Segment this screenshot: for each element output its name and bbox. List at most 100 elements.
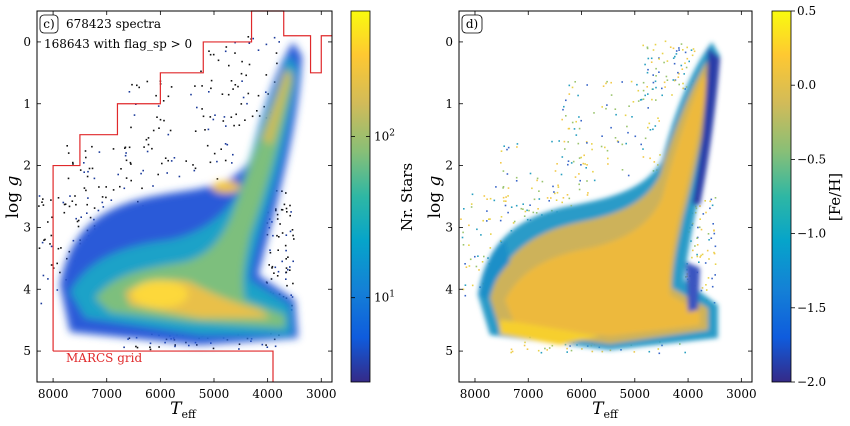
scatter-point [482,219,484,222]
scatter-point [601,350,604,353]
panel-c-x-ticks: 8000 7000 6000 5000 4000 3000 [38,11,337,401]
scatter-point [201,85,203,87]
scatter-point [86,175,89,178]
scatter-point [714,197,717,199]
scatter-point [291,296,294,298]
scatter-point [212,118,215,121]
scatter-point [507,146,510,149]
scatter-point [174,345,176,348]
scatter-point [202,115,205,118]
scatter-point [499,240,502,242]
scatter-point [652,128,654,131]
scatter-point [647,68,649,71]
scatter-point [586,142,588,144]
scatter-point [56,262,58,265]
scatter-point [553,191,555,193]
scatter-point [142,169,144,172]
c-upper-giant-ridge [262,70,292,145]
scatter-point [690,49,693,51]
scatter-point [276,62,278,65]
colorbar-tick-label: −0.5 [797,152,826,166]
marcs-grid-boundary [52,10,332,352]
scatter-point [464,294,467,297]
scatter-point [285,234,288,236]
scatter-point [655,75,657,77]
scatter-point [688,60,690,63]
scatter-point [671,94,673,96]
scatter-point [580,119,582,122]
scatter-point [238,343,241,345]
scatter-point [461,236,464,239]
scatter-point [661,94,663,97]
scatter-point [675,53,678,55]
scatter-point [699,218,701,220]
scatter-point [281,190,283,192]
scatter-point [273,272,275,274]
scatter-point [538,198,541,200]
scatter-point [533,198,536,201]
scatter-point [646,71,649,74]
d-metal-poor-cool-edge [686,262,700,312]
x-tick-label: 7000 [91,387,122,401]
scatter-point [66,257,68,260]
scatter-point [552,185,554,188]
scatter-point [562,197,565,199]
scatter-point [644,137,647,140]
scatter-point [507,195,509,197]
scatter-point [269,251,272,254]
scatter-point [711,277,713,280]
scatter-point [462,231,464,234]
scatter-point [502,196,505,199]
scatter-point [495,186,497,188]
scatter-point [50,264,53,266]
scatter-point [50,234,53,237]
scatter-point [657,164,659,166]
d-metal-rich-band [500,320,600,345]
scatter-point [696,237,698,239]
scatter-point [657,117,659,119]
scatter-point [500,216,503,218]
scatter-point [83,187,86,189]
scatter-point [63,211,66,214]
scatter-point [276,275,279,277]
scatter-point [274,345,277,348]
scatter-point [110,199,113,201]
scatter-point [238,124,241,126]
scatter-point [489,197,492,200]
scatter-point [263,105,265,108]
scatter-point [546,349,548,351]
panel-d-label-box [461,14,483,34]
scatter-point [257,49,260,51]
scatter-point [713,232,716,235]
scatter-point [286,284,288,287]
scatter-point [155,94,157,97]
scatter-point [201,108,203,110]
scatter-point [93,207,96,209]
scatter-point [217,59,220,62]
scatter-point [516,143,519,145]
colorbar-tick-label: 0.5 [797,4,816,18]
scatter-point [77,225,80,228]
scatter-point [584,163,586,165]
scatter-point [478,269,480,271]
scatter-point [696,244,699,246]
scatter-point [169,129,172,132]
scatter-point [564,343,567,346]
scatter-point [214,114,216,116]
scatter-point [500,150,503,152]
scatter-point [551,344,554,347]
scatter-point [226,143,229,146]
scatter-point [661,52,664,55]
scatter-point [41,201,43,203]
scatter-point [523,344,526,347]
y-tick-label: 0 [445,35,453,49]
scatter-point [84,150,87,152]
scatter-point [567,163,569,166]
scatter-point [692,249,694,252]
scatter-point [680,43,683,45]
scatter-point [277,249,279,251]
scatter-point [128,146,131,149]
scatter-point [174,344,176,346]
scatter-point [566,347,568,350]
